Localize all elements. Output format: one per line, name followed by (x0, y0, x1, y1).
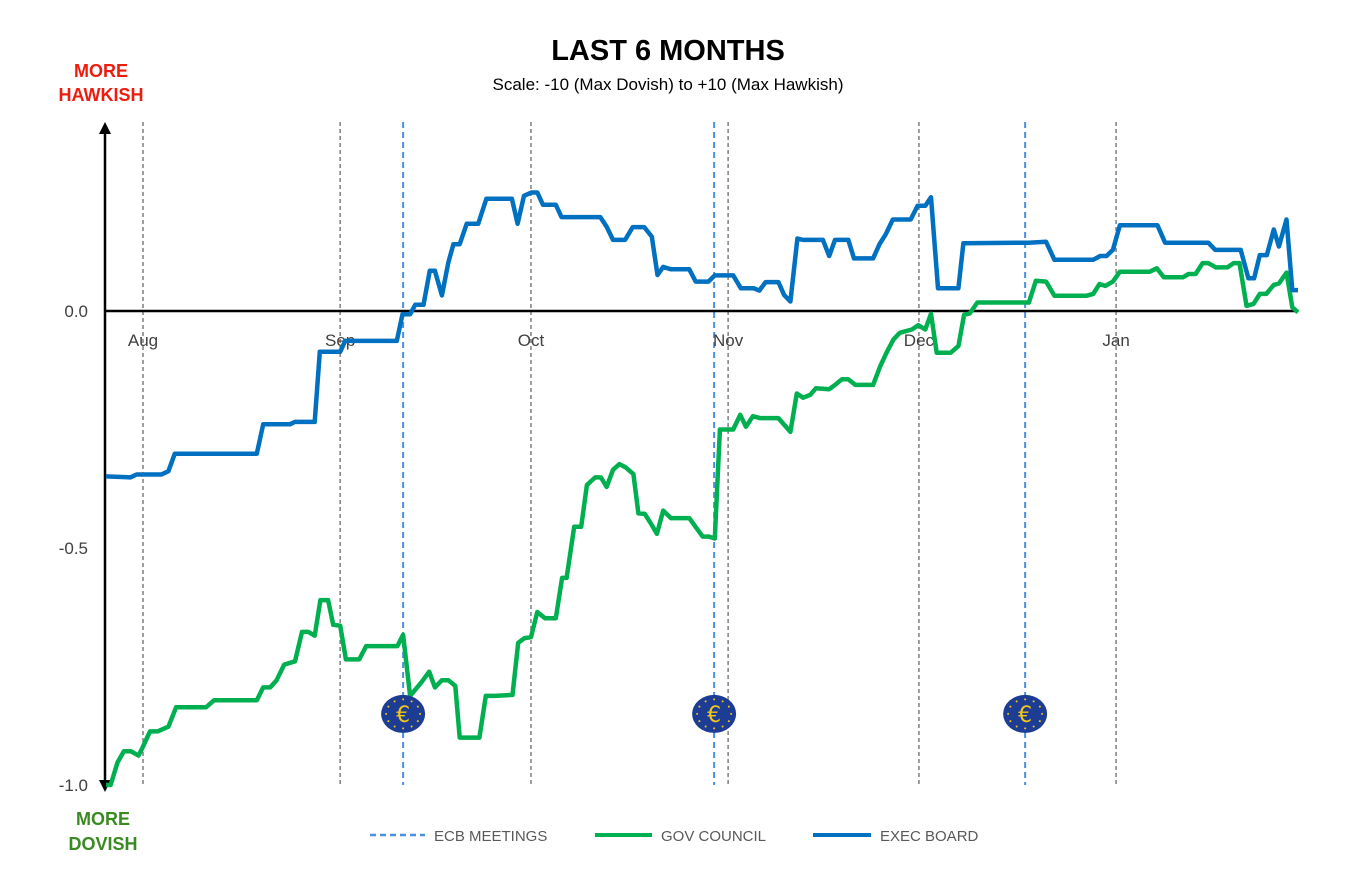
euro-icon-star (410, 725, 413, 728)
ecb-meeting-lines (402, 122, 1027, 785)
grid-lines (142, 122, 1117, 785)
more-hawkish-label-line2: HAWKISH (59, 85, 144, 105)
euro-icon-disc (381, 694, 426, 733)
euro-icon-star (1015, 700, 1018, 703)
euro-icon-star (393, 725, 396, 728)
euro-icon-star (385, 712, 388, 715)
more-hawkish-label-line1: MORE (74, 61, 128, 81)
euro-icon-star (1032, 725, 1035, 728)
chart-title: LAST 6 MONTHS (551, 35, 785, 67)
euro-icon: € (692, 694, 737, 733)
euro-icon-star (416, 705, 419, 708)
more-dovish-label-line2: DOVISH (68, 834, 137, 854)
euro-icon-star (698, 705, 701, 708)
series-lines (106, 190, 1300, 788)
euro-icon-disc (1003, 694, 1048, 733)
euro-icon-star (1015, 725, 1018, 728)
euro-icon-star (387, 720, 390, 723)
chart-subtitle: Scale: -10 (Max Dovish) to +10 (Max Hawk… (493, 75, 844, 94)
euro-icon-star (721, 700, 724, 703)
euro-icon-star (704, 725, 707, 728)
arrow-up-icon (99, 122, 111, 134)
y-tick-label: -1.0 (59, 776, 88, 795)
series-line-gov-council (106, 260, 1300, 788)
euro-icon-star (393, 700, 396, 703)
series-line-exec-board (106, 190, 1298, 480)
euro-icon-star (387, 705, 390, 708)
euro-icon-star (419, 712, 422, 715)
euro-icon-star (698, 720, 701, 723)
euro-icon-star (1032, 700, 1035, 703)
euro-icon-star (1009, 705, 1012, 708)
x-tick-label: Jan (1102, 331, 1129, 350)
euro-icon-star (1024, 727, 1027, 730)
euro-icon-symbol: € (396, 703, 410, 728)
euro-icon: € (381, 694, 426, 733)
ecb-icons: € € € (381, 694, 1048, 733)
euro-icon-star (713, 698, 716, 701)
axis-ticks: Aug Sep Oct Nov Dec Jan 0.0 -0.5 -1.0 (59, 302, 1130, 795)
euro-icon-star (721, 725, 724, 728)
euro-icon: € (1003, 694, 1048, 733)
x-tick-label: Aug (128, 331, 158, 350)
euro-icon-star (696, 712, 699, 715)
x-tick-label: Dec (904, 331, 935, 350)
legend-label-gov-council: GOV COUNCIL (661, 828, 766, 845)
euro-icon-star (402, 727, 405, 730)
x-tick-label: Sep (325, 331, 355, 350)
euro-icon-star (1007, 712, 1010, 715)
legend: ECB MEETINGS GOV COUNCIL EXEC BOARD (370, 828, 979, 845)
euro-icon-star (713, 727, 716, 730)
euro-icon-star (416, 720, 419, 723)
euro-icon-disc (692, 694, 737, 733)
y-tick-label: -0.5 (59, 539, 88, 558)
euro-icon-star (410, 700, 413, 703)
x-tick-label: Oct (518, 331, 545, 350)
legend-label-exec-board: EXEC BOARD (880, 828, 979, 845)
euro-icon-star (1038, 705, 1041, 708)
x-tick-label: Nov (713, 331, 744, 350)
euro-icon-star (402, 698, 405, 701)
euro-icon-star (727, 720, 730, 723)
euro-icon-star (1038, 720, 1041, 723)
euro-icon-star (1024, 698, 1027, 701)
legend-label-ecb-meetings: ECB MEETINGS (434, 828, 547, 845)
euro-icon-symbol: € (1018, 703, 1032, 728)
more-dovish-label-line1: MORE (76, 809, 130, 829)
euro-icon-symbol: € (707, 703, 721, 728)
euro-icon-star (730, 712, 733, 715)
y-tick-label: 0.0 (64, 302, 88, 321)
euro-icon-star (727, 705, 730, 708)
euro-icon-star (1009, 720, 1012, 723)
euro-icon-star (704, 700, 707, 703)
euro-icon-star (1041, 712, 1044, 715)
